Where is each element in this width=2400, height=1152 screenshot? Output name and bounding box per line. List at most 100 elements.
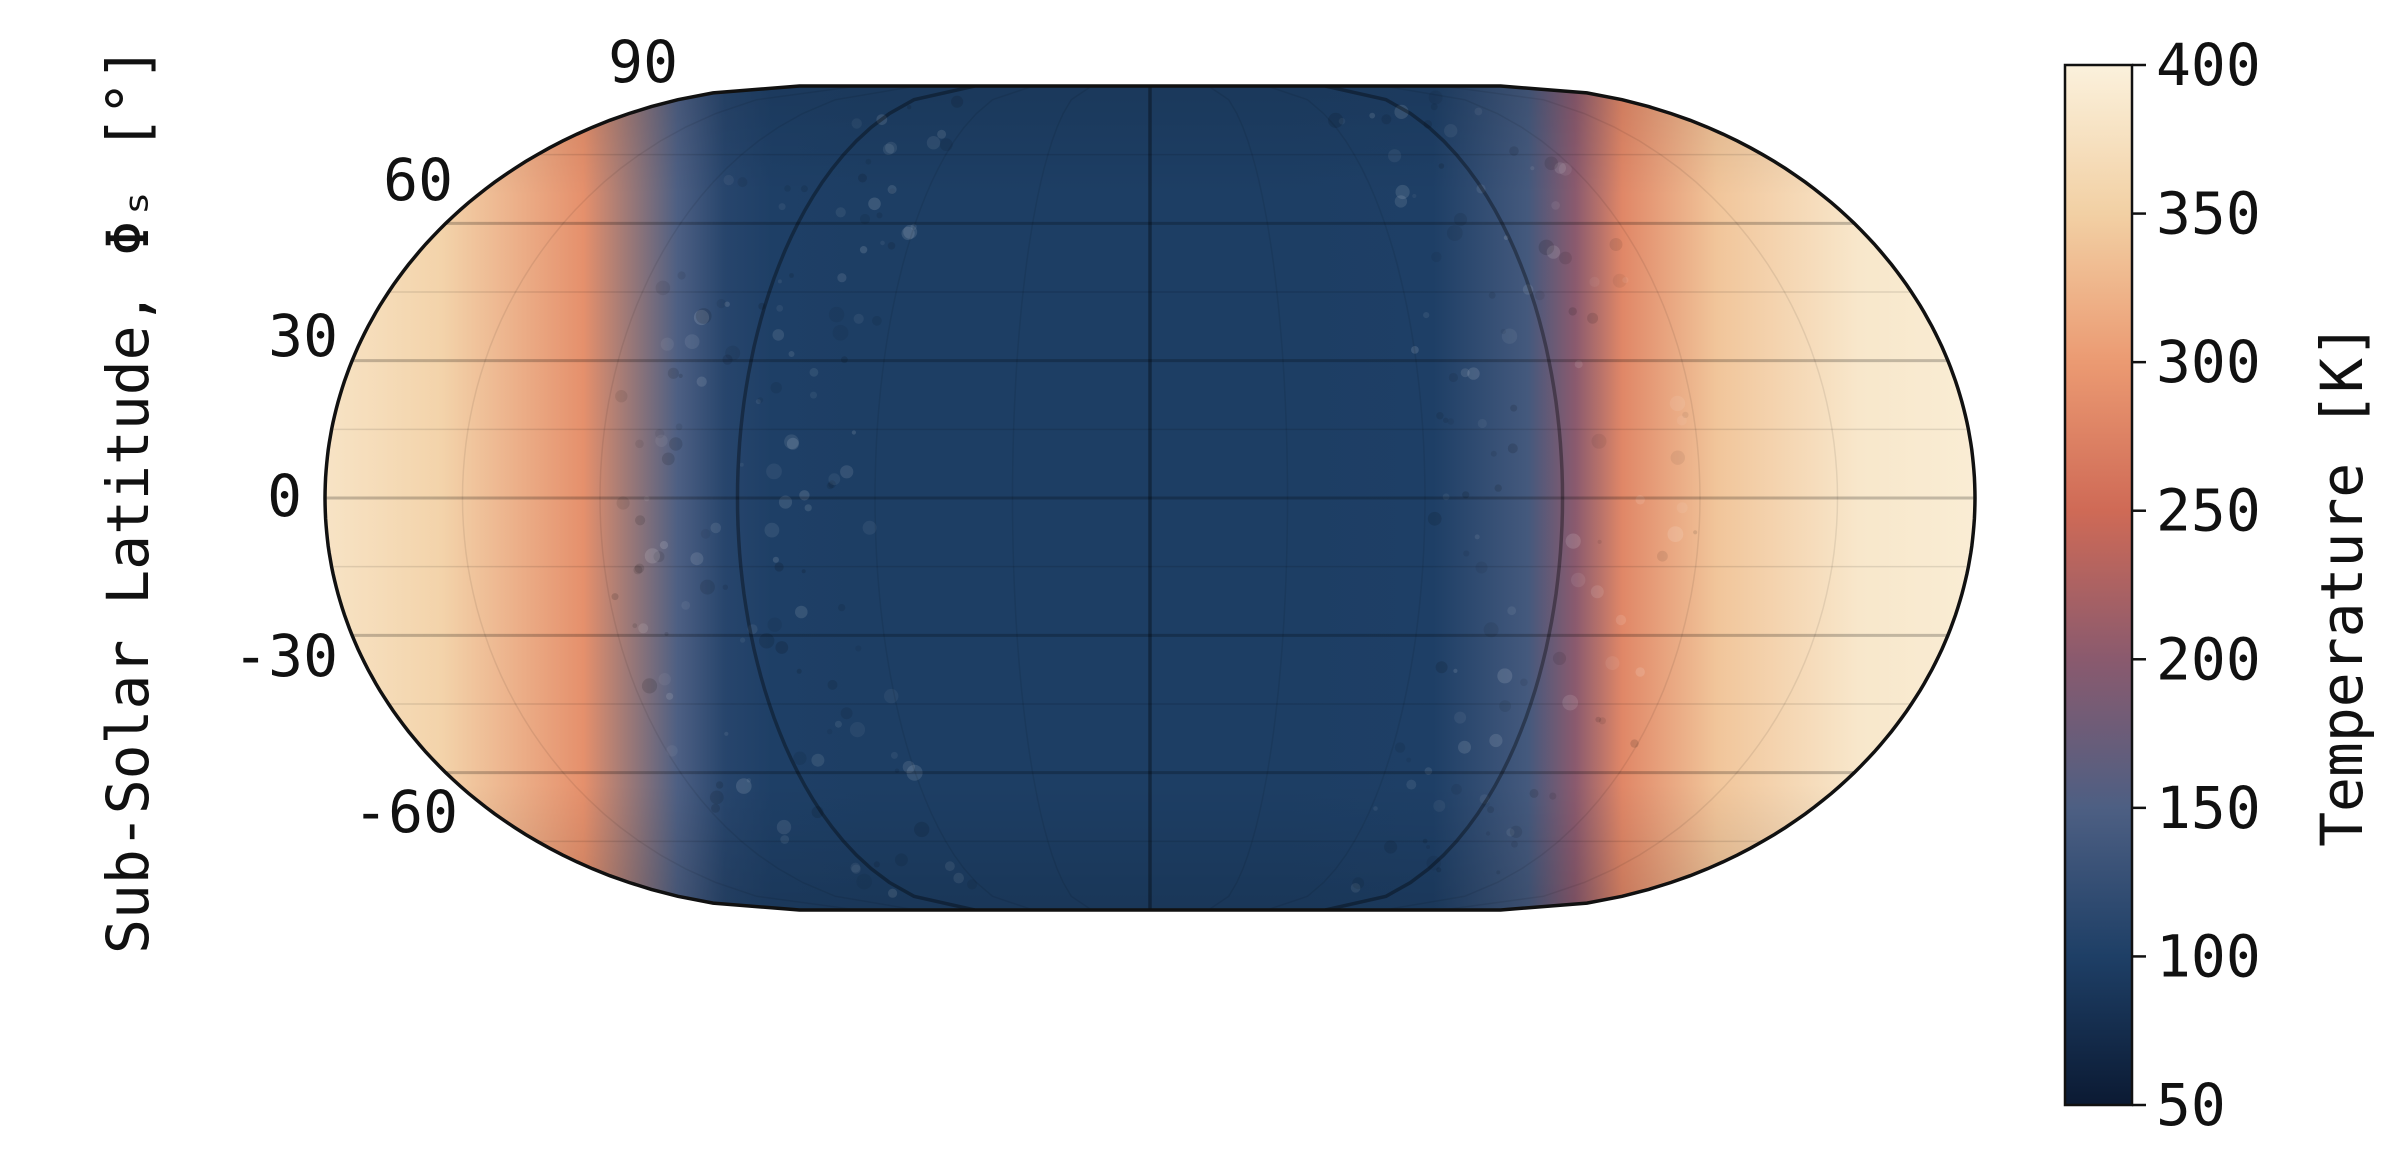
crater-mark <box>826 728 833 735</box>
lat-tick-neg30: -30 <box>233 622 338 690</box>
crater-mark <box>1447 418 1455 425</box>
crater-mark <box>736 778 752 794</box>
crater-mark <box>1534 290 1545 301</box>
crater-mark <box>775 641 789 654</box>
crater-mark <box>1571 572 1586 588</box>
crater-mark <box>1494 484 1502 492</box>
crater-mark <box>876 114 888 125</box>
crater-mark <box>1446 225 1463 241</box>
colorbar-ticks: 400 350 300 250 200 150 100 50 <box>2132 31 2261 1139</box>
crater-mark <box>1436 867 1442 873</box>
crater-mark <box>1497 668 1513 684</box>
crater-mark <box>616 496 630 510</box>
crater-mark <box>778 203 786 211</box>
crater-mark <box>758 302 766 310</box>
crater-mark <box>856 873 873 890</box>
crater-mark <box>1483 622 1499 638</box>
crater-mark <box>1458 740 1471 754</box>
crater-mark <box>901 226 915 240</box>
crater-mark <box>859 246 868 254</box>
colorbar-tick-label: 50 <box>2156 1071 2226 1139</box>
crater-mark <box>888 888 898 898</box>
crater-mark <box>873 861 880 868</box>
crater-mark <box>1394 104 1409 119</box>
crater-mark <box>1488 291 1496 299</box>
crater-mark <box>1510 404 1518 412</box>
crater-mark <box>853 313 864 324</box>
crater-mark <box>1506 828 1515 837</box>
crater-mark <box>776 819 792 835</box>
crater-mark <box>1436 412 1444 420</box>
crater-mark <box>644 548 661 564</box>
crater-mark <box>1587 312 1599 324</box>
crater-mark <box>1546 245 1561 259</box>
crater-mark <box>862 520 877 535</box>
crater-mark <box>1442 493 1450 501</box>
crater-texture <box>611 90 1698 898</box>
crater-mark <box>884 688 899 704</box>
crater-mark <box>1530 166 1535 171</box>
meridian-line <box>874 86 1034 910</box>
crater-mark <box>1467 367 1480 380</box>
crater-mark <box>1482 799 1490 808</box>
crater-mark <box>799 490 810 501</box>
crater-mark <box>1453 668 1458 674</box>
crater-mark <box>1562 694 1579 711</box>
crater-mark <box>889 188 896 195</box>
crater-mark <box>615 390 628 403</box>
crater-mark <box>1487 806 1495 814</box>
crater-mark <box>1622 277 1629 284</box>
crater-mark <box>723 174 734 186</box>
crater-mark <box>1411 346 1419 354</box>
crater-mark <box>894 853 908 867</box>
crater-mark <box>788 351 795 357</box>
crater-mark <box>1597 539 1602 545</box>
crater-mark <box>903 224 918 239</box>
crater-mark <box>659 541 669 550</box>
colorbar: 400 350 300 250 200 150 100 50 Temperature [K] <box>2063 31 2376 1139</box>
crater-mark <box>1479 794 1490 804</box>
crater-mark <box>1670 450 1686 465</box>
crater-mark <box>1667 526 1684 543</box>
crater-mark <box>740 637 746 643</box>
crater-mark <box>1499 700 1511 712</box>
crater-mark <box>872 315 882 326</box>
crater-mark <box>1338 117 1346 125</box>
crater-mark <box>1373 806 1378 811</box>
crater-mark <box>1565 533 1581 549</box>
crater-mark <box>677 271 686 280</box>
crater-mark <box>1500 328 1507 335</box>
crater-mark <box>1430 103 1438 111</box>
lat-tick-0: 0 <box>267 462 302 530</box>
crater-mark <box>1433 799 1446 812</box>
crater-mark <box>655 280 671 296</box>
crater-mark <box>1554 162 1566 174</box>
colorbar-tick-label: 250 <box>2156 477 2261 545</box>
crater-mark <box>902 760 915 774</box>
crater-mark <box>926 136 941 150</box>
crater-mark <box>766 463 782 480</box>
crater-mark <box>1503 235 1509 240</box>
crater-mark <box>658 673 671 686</box>
crater-mark <box>811 753 825 767</box>
crater-mark <box>1463 550 1470 557</box>
crater-mark <box>885 141 898 154</box>
colorbar-fill <box>2065 65 2132 1105</box>
colorbar-frame <box>2063 63 2134 1107</box>
crater-mark <box>1422 838 1428 844</box>
crater-mark <box>1394 195 1408 208</box>
crater-mark <box>1598 717 1606 725</box>
crater-mark <box>851 864 861 874</box>
crater-mark <box>1443 417 1449 423</box>
crater-mark <box>755 399 761 405</box>
crater-mark <box>643 495 650 502</box>
crater-mark <box>660 337 674 351</box>
map-outline <box>323 84 1977 912</box>
crater-mark <box>841 356 848 364</box>
crater-mark <box>1328 112 1344 128</box>
crater-mark <box>747 624 758 635</box>
colorbar-tick-label: 300 <box>2156 328 2261 396</box>
map-panel <box>323 84 1977 912</box>
crater-mark <box>1462 491 1470 499</box>
crater-mark <box>795 605 808 619</box>
